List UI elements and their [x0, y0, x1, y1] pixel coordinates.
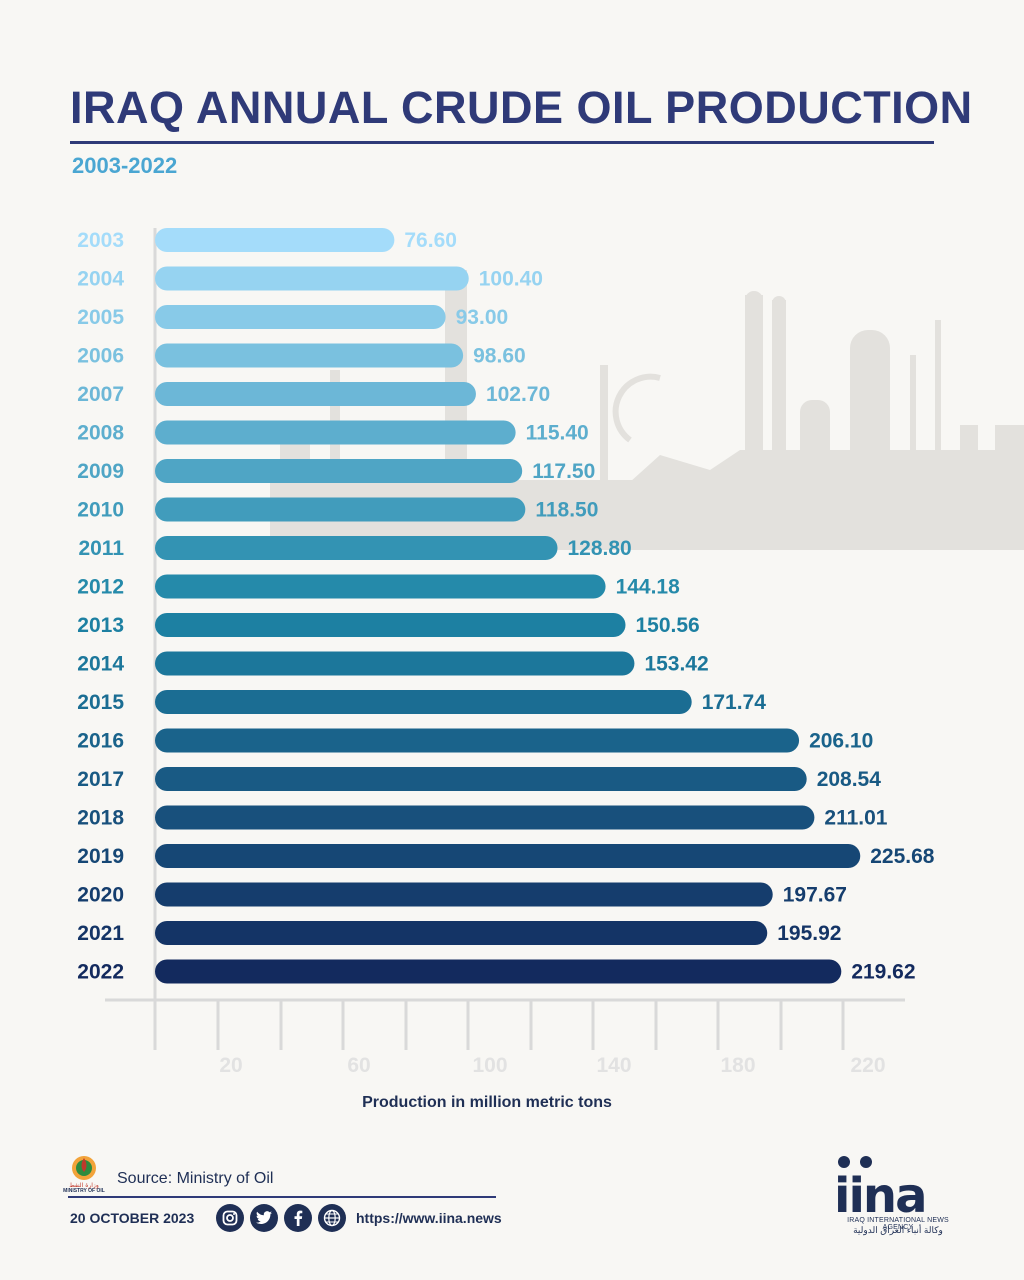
instagram-icon[interactable] [216, 1204, 244, 1232]
bar [155, 459, 523, 483]
x-tick-label: 100 [472, 1054, 507, 1077]
year-label: 2007 [77, 383, 124, 406]
value-label: 219.62 [851, 961, 915, 984]
year-label: 2010 [77, 499, 124, 522]
bar [155, 343, 464, 368]
year-label: 2014 [77, 653, 124, 676]
bar [155, 420, 516, 445]
bar [155, 228, 395, 252]
x-axis-title: Production in million metric tons [362, 1094, 612, 1111]
year-label: 2016 [77, 730, 124, 753]
title-divider [70, 141, 934, 144]
x-tick-label: 20 [219, 1054, 242, 1077]
x-tick-label: 220 [850, 1054, 885, 1077]
x-tick-label: 140 [596, 1054, 631, 1077]
bar [155, 805, 815, 830]
year-label: 2005 [77, 306, 124, 329]
globe-icon[interactable] [318, 1204, 346, 1232]
bar [155, 651, 635, 676]
iina-logo: iina [834, 1156, 927, 1224]
value-label: 195.92 [777, 922, 841, 945]
x-tick-label: 60 [347, 1054, 370, 1077]
bar [155, 536, 558, 560]
year-label: 2012 [77, 576, 124, 599]
ministry-logo-caption: MINISTRY OF OIL [63, 1188, 105, 1194]
value-label: 197.67 [783, 884, 847, 907]
year-label: 2017 [77, 768, 124, 791]
value-label: 150.56 [636, 614, 700, 637]
year-label: 2019 [77, 845, 124, 868]
bar [155, 767, 807, 791]
bar [155, 382, 476, 406]
x-tick-label: 180 [720, 1054, 755, 1077]
bar [155, 497, 526, 522]
year-label: 2020 [77, 884, 124, 907]
iina-tagline: IRAQ INTERNATIONAL NEWS AGENCY [847, 1217, 949, 1231]
bar [155, 882, 773, 907]
bar [155, 305, 446, 329]
svg-text:وزارة النفط: وزارة النفط [69, 1182, 99, 1189]
value-label: 118.50 [535, 499, 598, 522]
svg-text:iina: iina [834, 1168, 925, 1224]
year-label: 2008 [77, 422, 124, 445]
year-label: 2015 [77, 691, 124, 714]
chart-subtitle: 2003-2022 [72, 153, 178, 178]
bar [155, 844, 861, 868]
bar [155, 613, 626, 637]
social-links [216, 1204, 346, 1232]
year-label: 2018 [77, 807, 124, 830]
bar [155, 959, 842, 984]
value-label: 93.00 [456, 306, 509, 329]
chart-title: IRAQ ANNUAL CRUDE OIL PRODUCTION [70, 82, 973, 133]
value-label: 115.40 [526, 422, 589, 445]
value-label: 211.01 [824, 807, 887, 830]
year-label: 2013 [77, 614, 124, 637]
value-label: 171.74 [702, 691, 767, 714]
footer-divider [68, 1196, 496, 1198]
value-label: 128.80 [568, 537, 632, 560]
year-label: 2021 [77, 922, 124, 945]
bar [155, 728, 800, 753]
year-label: 2006 [77, 345, 124, 368]
year-label: 2022 [77, 961, 124, 984]
bar [155, 690, 692, 714]
iina-tagline-arabic: وكالة أنباء العراق الدولية [853, 1225, 943, 1235]
oil-drop-icon: وزارة النفط [69, 1156, 99, 1189]
year-label: 2004 [77, 268, 124, 291]
value-label: 208.54 [817, 768, 882, 791]
year-label: 2009 [77, 460, 124, 483]
value-label: 225.68 [870, 845, 935, 868]
twitter-icon[interactable] [250, 1204, 278, 1232]
value-label: 98.60 [473, 345, 526, 368]
facebook-icon[interactable] [284, 1204, 312, 1232]
bar [155, 921, 768, 945]
bar [155, 266, 469, 291]
value-label: 100.40 [479, 268, 543, 291]
website-link[interactable]: https://www.iina.news [356, 1210, 502, 1226]
source-note: Source: Ministry of Oil [117, 1170, 274, 1187]
ministry-of-oil-logo: وزارة النفط MINISTRY OF OIL [60, 1150, 108, 1198]
year-label: 2011 [78, 537, 124, 560]
value-label: 102.70 [486, 383, 550, 406]
bar-chart: 20 60 100 140 180 220 2003 76.60 2004 100.40 2005… [77, 228, 1024, 1077]
value-label: 144.18 [616, 576, 681, 599]
publish-date: 20 OCTOBER 2023 [70, 1210, 195, 1226]
value-label: 206.10 [809, 730, 873, 753]
year-label: 2003 [77, 229, 124, 252]
value-label: 117.50 [532, 460, 595, 483]
value-label: 76.60 [404, 229, 457, 252]
value-label: 153.42 [644, 653, 708, 676]
bar [155, 574, 606, 599]
